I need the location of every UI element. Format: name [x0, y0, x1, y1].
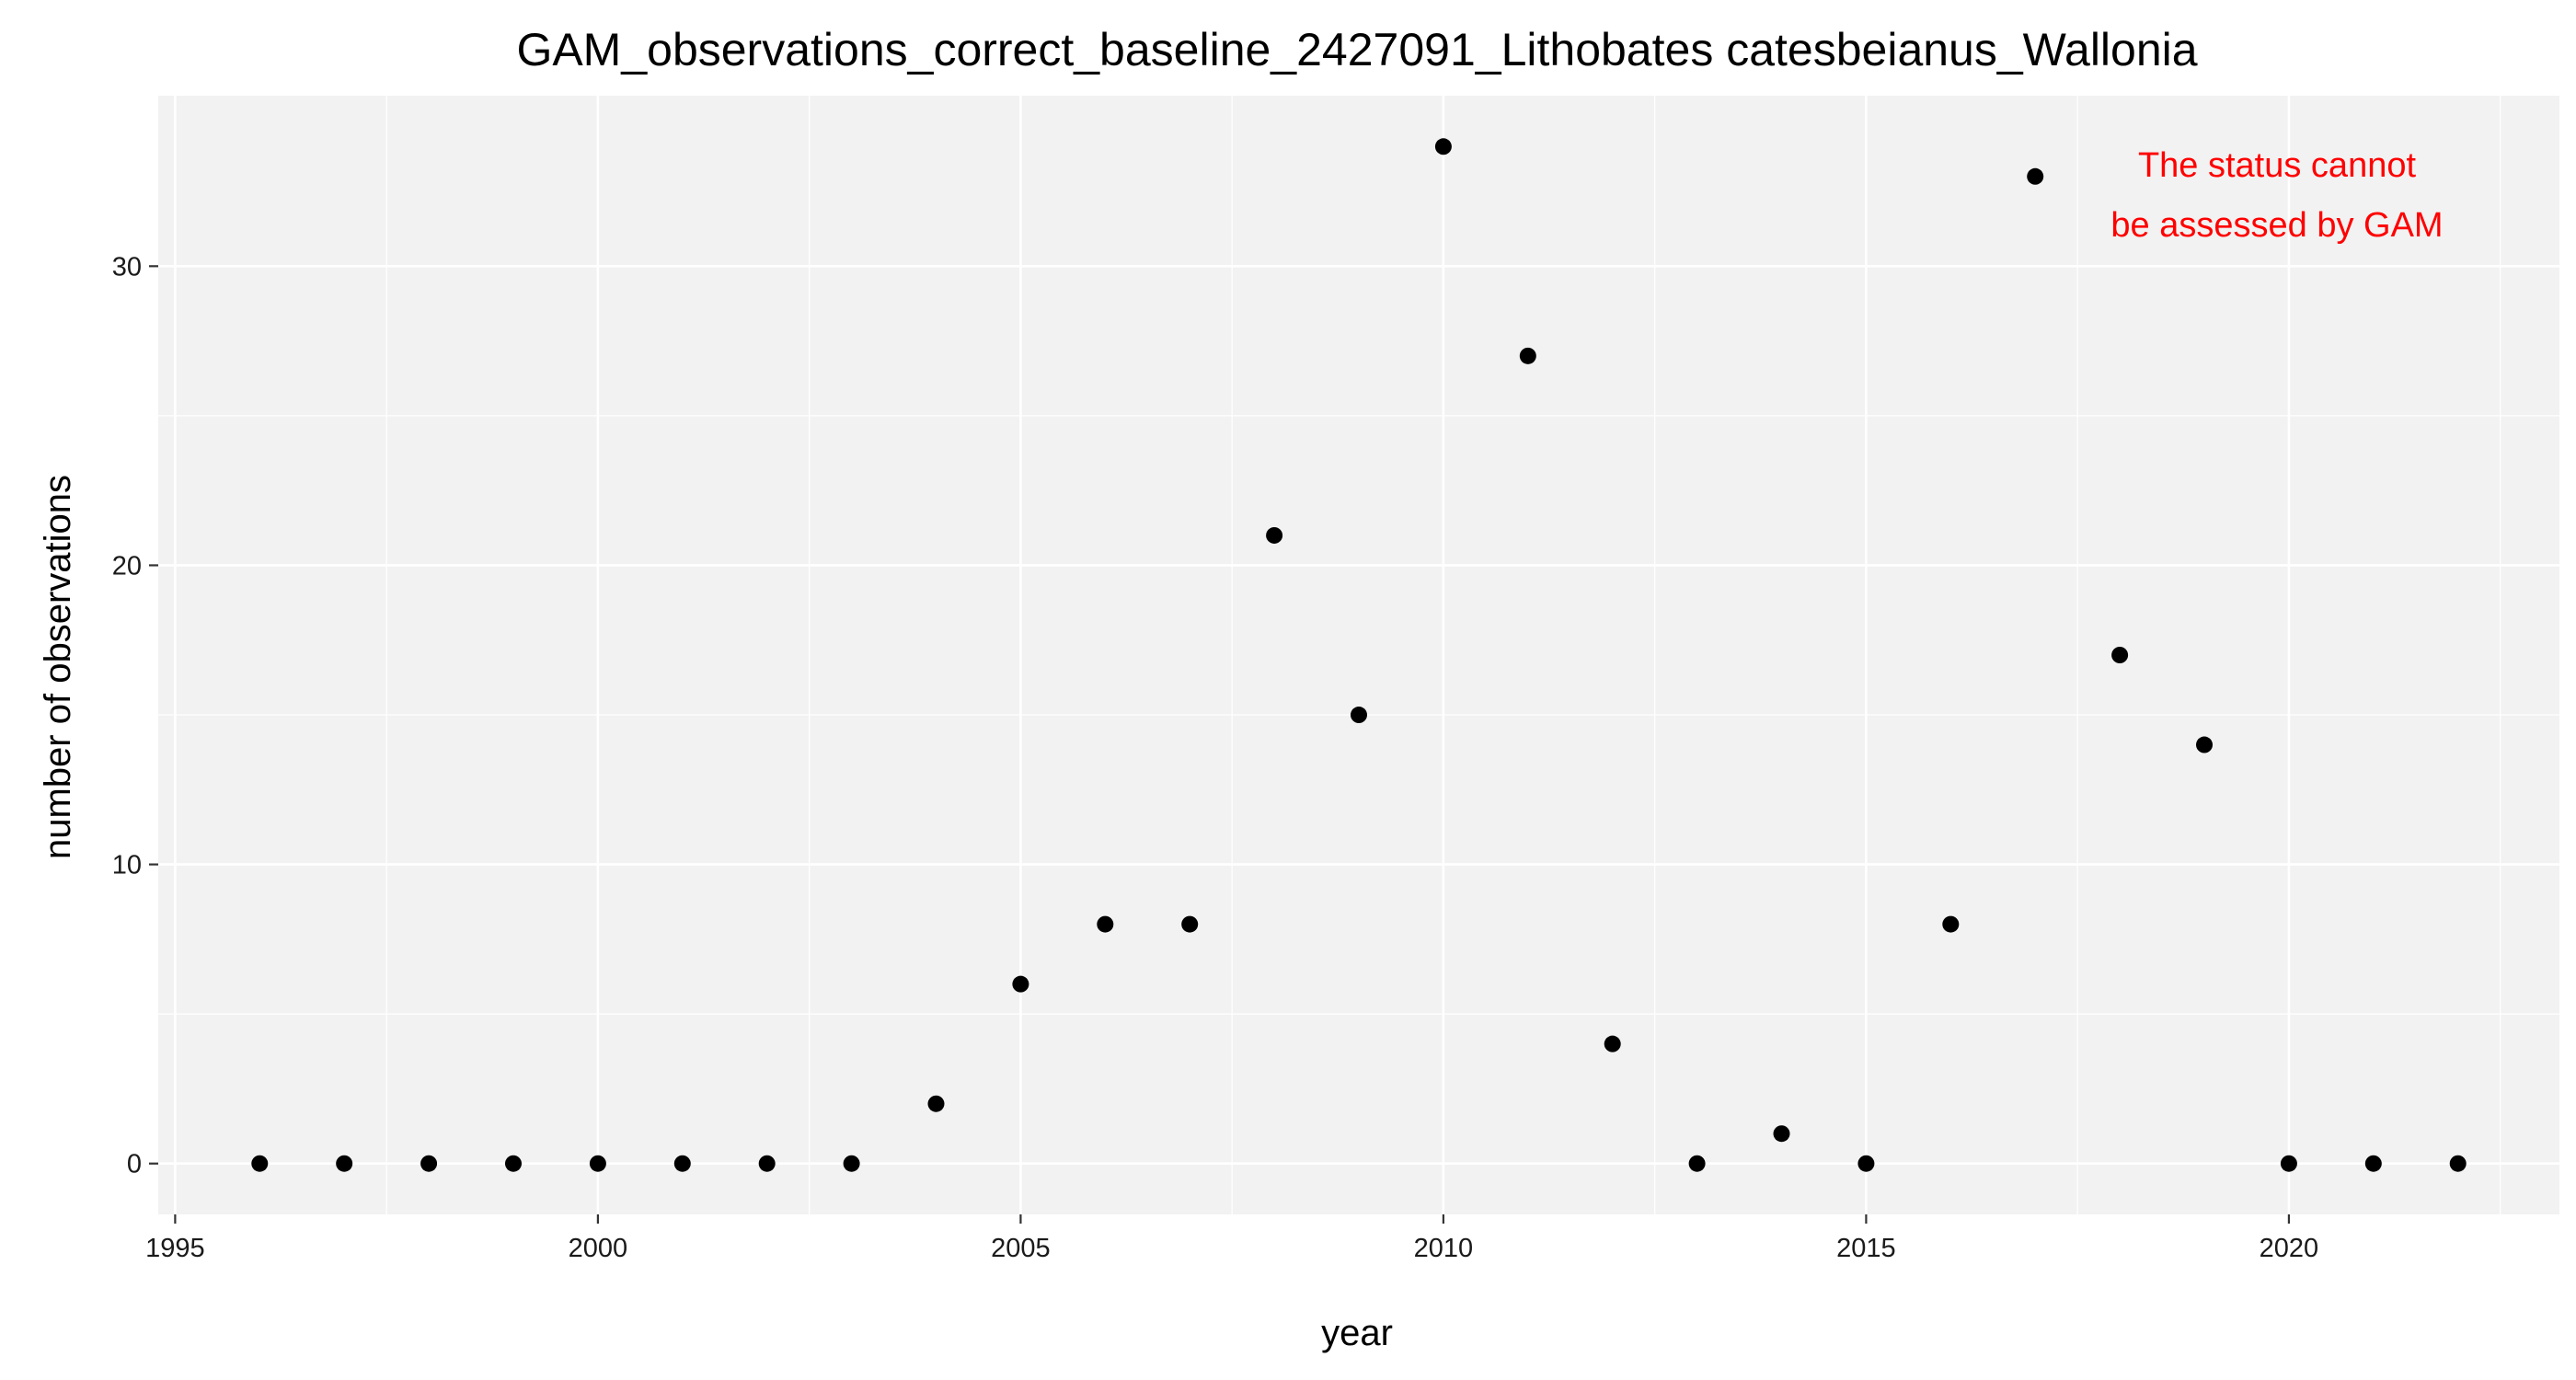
x-tick-label: 1995: [145, 1234, 205, 1263]
plot-panel: [158, 96, 2559, 1214]
data-point: [673, 1155, 691, 1172]
data-point: [2280, 1155, 2297, 1172]
x-tick-label: 2010: [1414, 1234, 1474, 1263]
data-point: [420, 1155, 438, 1172]
chart-title: GAM_observations_correct_baseline_242709…: [516, 24, 2197, 75]
data-point: [2027, 167, 2044, 185]
data-point: [1181, 915, 1199, 933]
data-point: [589, 1155, 606, 1172]
data-point: [1351, 707, 1367, 724]
axis-ticks: [149, 265, 2291, 1224]
x-tick-label: 2000: [569, 1234, 628, 1263]
x-tick-label: 2005: [991, 1234, 1051, 1263]
data-point: [1773, 1125, 1790, 1143]
data-point: [1604, 1035, 1621, 1052]
data-point: [251, 1155, 269, 1172]
y-tick-label: 0: [127, 1150, 142, 1179]
x-tick-label: 2015: [1836, 1234, 1896, 1263]
y-tick-label: 30: [112, 252, 142, 282]
y-tick-label: 20: [112, 551, 142, 581]
major-gridlines: [158, 96, 2559, 1214]
y-tick-labels: 0 10 20 30: [112, 252, 142, 1179]
data-point: [843, 1155, 860, 1172]
annotation-line-2: be assessed by GAM: [2110, 206, 2443, 245]
annotation-line-1: The status cannot: [2138, 146, 2417, 185]
data-point: [1688, 1155, 1706, 1172]
data-point: [1857, 1155, 1875, 1172]
data-points: [251, 138, 2467, 1172]
data-point: [758, 1155, 776, 1172]
x-axis-title: year: [1321, 1313, 1393, 1353]
x-tick-labels: 1995 2000 2005 2010 2015 2020: [145, 1234, 2318, 1263]
data-point: [2364, 1155, 2382, 1172]
data-point: [1266, 526, 1283, 544]
data-point: [927, 1095, 945, 1112]
y-tick-label: 10: [112, 851, 142, 880]
data-point: [336, 1155, 353, 1172]
data-point: [504, 1155, 522, 1172]
data-point: [1012, 975, 1029, 993]
data-point: [1097, 915, 1114, 933]
y-axis-title: number of observations: [38, 475, 78, 859]
data-point: [2196, 736, 2214, 753]
data-point: [2111, 647, 2129, 663]
minor-gridlines: [158, 96, 2559, 1214]
data-point: [1942, 915, 1960, 933]
x-tick-label: 2020: [2260, 1234, 2319, 1263]
data-point: [1519, 347, 1536, 364]
data-point: [1434, 138, 1452, 155]
data-point: [2449, 1155, 2467, 1172]
